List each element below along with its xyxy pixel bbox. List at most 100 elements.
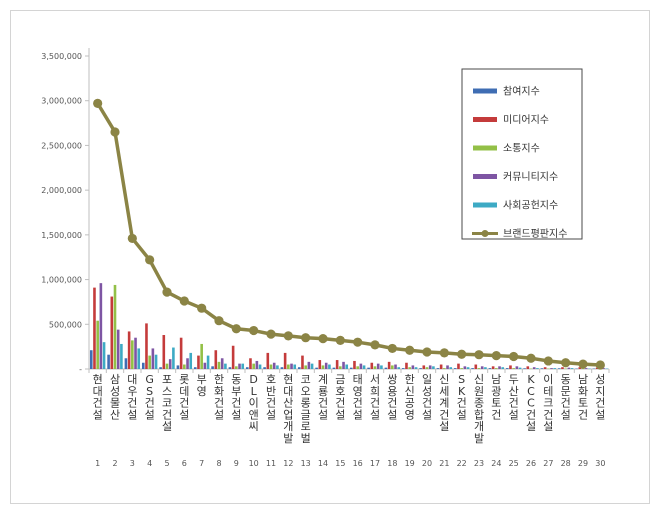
bar-5-24 bbox=[501, 367, 505, 369]
bar-4-20 bbox=[428, 365, 432, 369]
bar-5-14 bbox=[328, 364, 331, 369]
rank-label-22: 22 bbox=[457, 459, 467, 468]
bar-3-5 bbox=[165, 363, 169, 369]
bar-2-25 bbox=[509, 365, 512, 369]
bar-5-22 bbox=[466, 367, 470, 369]
bar-5-20 bbox=[432, 366, 435, 369]
bar-1-19 bbox=[401, 368, 405, 369]
line-point-27 bbox=[543, 356, 553, 366]
line-point-18 bbox=[387, 343, 397, 354]
bar-3-25 bbox=[512, 368, 515, 369]
bar-1-28 bbox=[557, 368, 561, 369]
bar-3-3 bbox=[131, 340, 134, 369]
line-point-6 bbox=[179, 296, 189, 306]
line-point-30 bbox=[595, 360, 605, 370]
bar-2-16 bbox=[353, 360, 356, 369]
bar-3-17 bbox=[373, 366, 377, 369]
rank-label-29: 29 bbox=[578, 459, 588, 468]
bar-2-11 bbox=[266, 352, 270, 369]
line-point-11 bbox=[266, 329, 276, 339]
bar-4-25 bbox=[515, 366, 519, 369]
bar-1-9 bbox=[228, 367, 232, 369]
line-point-13 bbox=[301, 333, 311, 343]
rank-label-1: 1 bbox=[95, 459, 100, 468]
line-point-21 bbox=[439, 348, 449, 358]
bar-5-21 bbox=[449, 367, 453, 369]
bar-3-14 bbox=[321, 365, 325, 369]
line-point-5 bbox=[162, 287, 172, 297]
bar-5-6 bbox=[189, 352, 193, 369]
legend-swatch-1 bbox=[473, 88, 497, 94]
line-point-20 bbox=[422, 347, 432, 357]
bar-4-15 bbox=[342, 361, 345, 369]
legend-swatch-3 bbox=[473, 145, 497, 151]
rank-label-20: 20 bbox=[422, 459, 432, 468]
line-point-25 bbox=[509, 351, 519, 362]
bar-1-13 bbox=[297, 367, 301, 369]
bar-3-20 bbox=[425, 367, 429, 369]
bar-5-23 bbox=[484, 367, 487, 369]
bar-5-5 bbox=[172, 347, 175, 369]
rank-label-27: 27 bbox=[543, 459, 553, 468]
bar-3-13 bbox=[304, 365, 307, 369]
bar-2-14 bbox=[318, 360, 322, 369]
bar-4-24 bbox=[498, 366, 501, 369]
y-tick-label: 2,500,000 bbox=[41, 141, 82, 150]
bar-2-21 bbox=[439, 364, 443, 369]
bar-4-16 bbox=[359, 363, 363, 369]
bar-5-7 bbox=[206, 355, 210, 369]
bar-2-13 bbox=[301, 355, 304, 369]
bar-1-24 bbox=[488, 368, 492, 369]
line-point-16 bbox=[353, 337, 363, 347]
bar-1-15 bbox=[332, 367, 336, 369]
y-tick-label: - bbox=[79, 365, 82, 374]
bar-3-16 bbox=[356, 366, 359, 369]
rank-label-23: 23 bbox=[474, 459, 484, 468]
legend-swatch-2 bbox=[473, 117, 497, 122]
bar-3-19 bbox=[408, 367, 411, 369]
bar-3-10 bbox=[252, 363, 255, 369]
bar-4-29 bbox=[584, 368, 588, 369]
line-point-26 bbox=[526, 353, 536, 363]
rank-label-16: 16 bbox=[353, 459, 363, 468]
bar-1-22 bbox=[453, 368, 457, 369]
line-point-3 bbox=[127, 233, 137, 244]
line-point-22 bbox=[457, 349, 467, 359]
rank-label-15: 15 bbox=[335, 459, 345, 468]
rank-label-14: 14 bbox=[318, 459, 328, 468]
line-point-7 bbox=[197, 303, 207, 313]
bar-1-20 bbox=[419, 368, 422, 369]
rank-label-18: 18 bbox=[387, 459, 397, 468]
axis-layer: - 500,000 1,000,000 1,500,000 2,000,000 2,500… bbox=[41, 48, 610, 374]
bar-2-2 bbox=[110, 296, 114, 369]
bar-3-24 bbox=[495, 368, 498, 369]
rank-label-8: 8 bbox=[216, 459, 221, 468]
rank-label-11: 11 bbox=[266, 459, 276, 468]
bar-1-10 bbox=[245, 367, 249, 369]
line-point-8 bbox=[214, 316, 224, 326]
bar-2-19 bbox=[405, 362, 408, 369]
rank-label-10: 10 bbox=[249, 459, 259, 468]
rank-label-2: 2 bbox=[112, 459, 117, 468]
line-point-10 bbox=[249, 325, 259, 336]
bar-2-28 bbox=[561, 367, 564, 369]
bar-4-14 bbox=[324, 362, 328, 369]
rank-label-25: 25 bbox=[509, 459, 519, 468]
bar-2-10 bbox=[249, 358, 252, 369]
bar-1-4 bbox=[141, 362, 145, 369]
bar-4-19 bbox=[411, 365, 415, 369]
line-point-1 bbox=[93, 98, 103, 108]
bar-5-28 bbox=[570, 368, 574, 369]
bar-2-12 bbox=[283, 352, 287, 369]
rank-label-12: 12 bbox=[283, 459, 293, 468]
bar-5-17 bbox=[380, 365, 383, 369]
rank-label-6: 6 bbox=[182, 459, 187, 468]
